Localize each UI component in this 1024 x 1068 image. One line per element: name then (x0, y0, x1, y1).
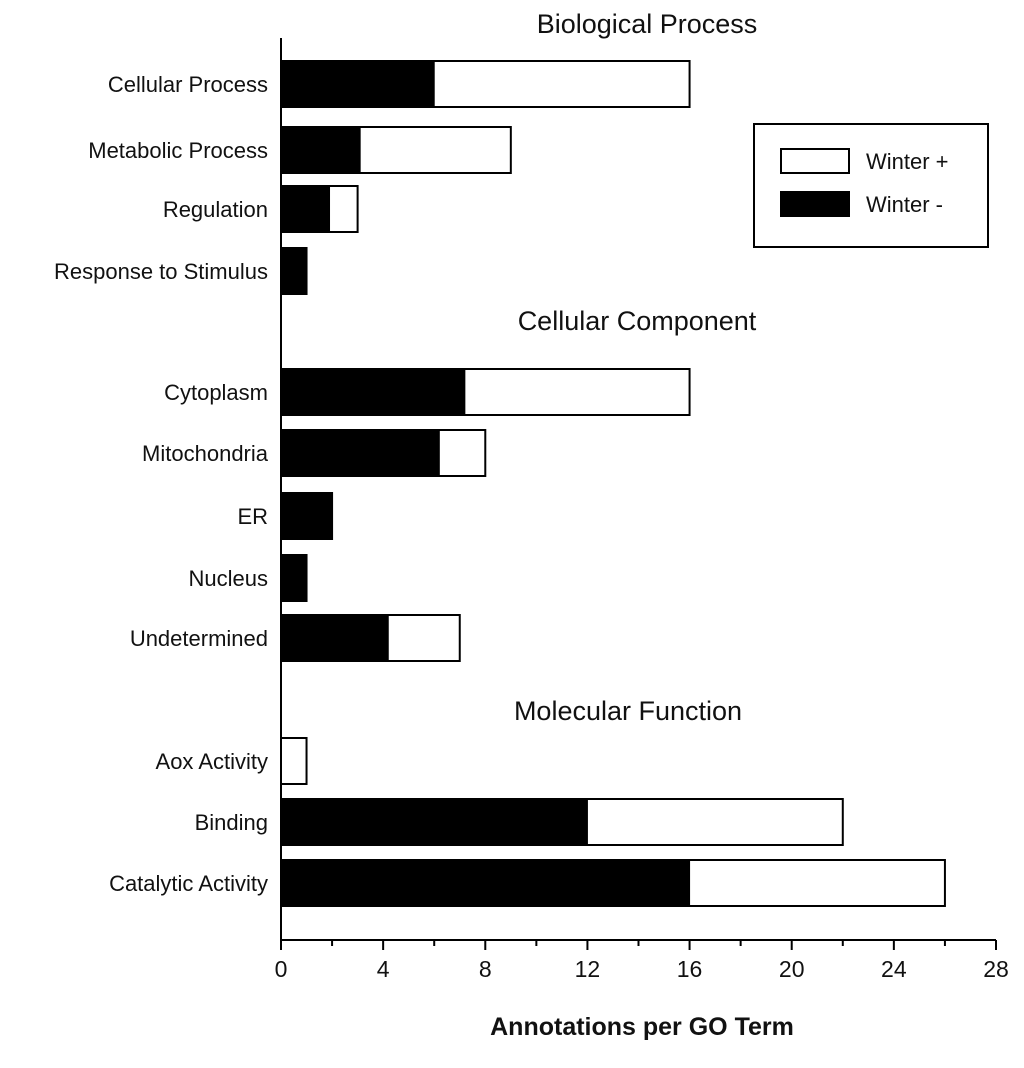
section-title: Cellular Component (518, 306, 757, 336)
bar-winter-minus (280, 859, 691, 907)
category-label: Cytoplasm (164, 380, 268, 405)
legend-label: Winter + (866, 149, 949, 174)
bar-winter-minus (280, 429, 440, 477)
bar-winter-minus (280, 554, 308, 602)
legend-box (753, 123, 989, 248)
bar-winter-minus (280, 492, 333, 540)
category-label: Undetermined (130, 626, 268, 651)
x-tick-label: 12 (575, 956, 601, 982)
bar-winter-minus (280, 798, 588, 846)
category-label: Metabolic Process (88, 138, 268, 163)
legend-swatch (780, 191, 850, 217)
bar-winter-plus (280, 737, 308, 785)
category-label: ER (237, 504, 268, 529)
x-tick-label: 24 (881, 956, 907, 982)
x-tick-label: 4 (377, 956, 390, 982)
x-tick-label: 0 (275, 956, 288, 982)
category-label: Mitochondria (142, 441, 269, 466)
bar-winter-minus (280, 368, 466, 416)
category-label: Regulation (163, 197, 268, 222)
legend-swatch (780, 148, 850, 174)
category-label: Catalytic Activity (109, 871, 268, 896)
bar-winter-minus (280, 126, 361, 174)
category-label: Response to Stimulus (54, 259, 268, 284)
bar-winter-minus (280, 60, 435, 108)
legend-label: Winter - (866, 192, 943, 217)
x-tick-label: 16 (677, 956, 703, 982)
bar-winter-minus (280, 247, 308, 295)
section-title: Biological Process (537, 9, 758, 39)
bar-winter-minus (280, 185, 331, 233)
x-tick-label: 8 (479, 956, 492, 982)
x-tick-label: 20 (779, 956, 805, 982)
x-axis-title: Annotations per GO Term (490, 1013, 794, 1041)
category-label: Aox Activity (156, 749, 268, 774)
category-label: Cellular Process (108, 72, 268, 97)
x-tick-label: 28 (983, 956, 1009, 982)
section-title: Molecular Function (514, 696, 742, 726)
category-label: Nucleus (189, 566, 268, 591)
bar-winter-minus (280, 614, 389, 662)
category-label: Binding (195, 810, 268, 835)
